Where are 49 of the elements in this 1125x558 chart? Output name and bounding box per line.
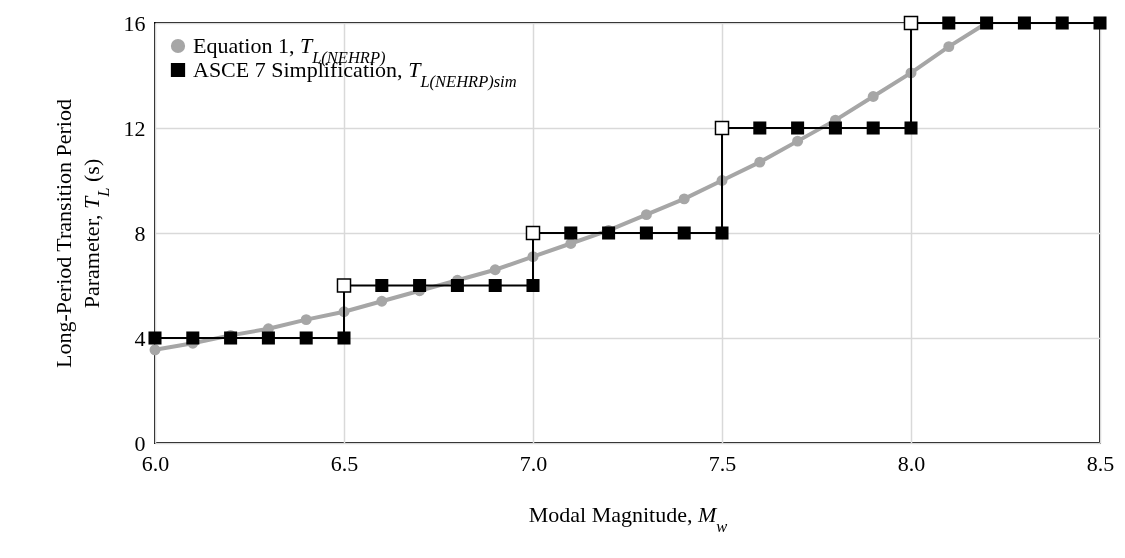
point bbox=[791, 121, 805, 135]
point bbox=[866, 121, 880, 135]
x-tick-label: 8.5 bbox=[1086, 450, 1115, 476]
point bbox=[639, 226, 653, 240]
point bbox=[828, 121, 842, 135]
point bbox=[754, 156, 766, 168]
point bbox=[867, 91, 879, 102]
point bbox=[678, 193, 690, 205]
point bbox=[942, 16, 956, 30]
y-tick-label: 12 bbox=[123, 115, 146, 141]
point bbox=[376, 295, 388, 307]
point bbox=[903, 15, 919, 31]
y-tick-label: 16 bbox=[123, 10, 146, 36]
point bbox=[753, 121, 767, 135]
x-tick-label: 7.5 bbox=[708, 450, 737, 476]
y-tick-label: 4 bbox=[134, 325, 146, 351]
point bbox=[149, 344, 161, 356]
point bbox=[792, 135, 804, 147]
point bbox=[943, 41, 955, 53]
point bbox=[1017, 16, 1031, 30]
point bbox=[715, 226, 729, 240]
point bbox=[1093, 16, 1107, 30]
point bbox=[261, 331, 275, 345]
point bbox=[526, 278, 540, 293]
point bbox=[488, 278, 502, 293]
point bbox=[450, 278, 464, 293]
y-tick-label: 8 bbox=[134, 220, 146, 246]
x-tick-label: 8.0 bbox=[897, 450, 926, 476]
point bbox=[299, 331, 313, 345]
x-tick-label: 6.5 bbox=[330, 450, 359, 476]
point bbox=[186, 331, 200, 345]
point bbox=[602, 226, 616, 240]
x-tick-label: 7.0 bbox=[519, 450, 548, 476]
point bbox=[300, 314, 312, 326]
x-axis-title: Modal Magnitude, M$_{w}$ bbox=[528, 501, 728, 535]
point bbox=[336, 278, 352, 293]
point bbox=[640, 209, 652, 221]
point bbox=[489, 264, 501, 276]
point bbox=[525, 225, 541, 241]
point bbox=[714, 120, 730, 136]
point bbox=[375, 278, 389, 293]
point bbox=[564, 226, 578, 240]
point bbox=[904, 121, 918, 135]
point bbox=[1055, 16, 1069, 30]
point bbox=[148, 331, 162, 345]
point bbox=[677, 226, 691, 240]
point bbox=[337, 331, 351, 345]
point bbox=[413, 278, 427, 293]
point bbox=[224, 331, 238, 345]
